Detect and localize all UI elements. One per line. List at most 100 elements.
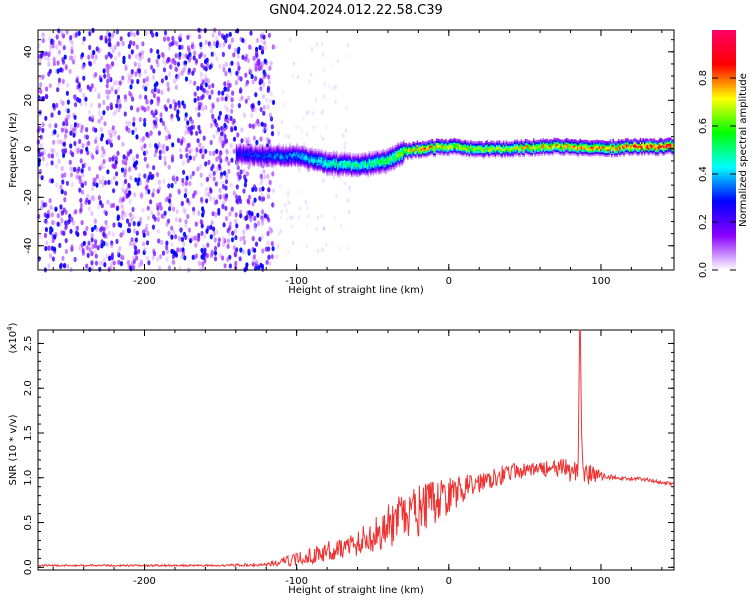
spectrogram-cell (241, 153, 243, 156)
spectrogram-cell (129, 217, 133, 223)
spectrogram-cell (391, 163, 394, 166)
spectrogram-cell (319, 134, 322, 139)
spectrogram-cell (232, 136, 237, 142)
spectrogram-cell (602, 150, 605, 153)
spectrogram-cell (174, 84, 178, 90)
spectrogram-cell (500, 153, 502, 156)
spectrogram-cell (587, 146, 590, 149)
spectrogram-cell (368, 168, 371, 171)
spectrogram-cell (282, 102, 285, 107)
spectrogram-cell (387, 162, 390, 165)
spectrogram-cell (239, 169, 243, 175)
spectrogram-cell (255, 139, 259, 146)
spectrogram-cell (298, 154, 301, 157)
spectrogram-cell (250, 148, 253, 151)
spectrogram-cell (210, 166, 214, 172)
spectrogram-cell (51, 39, 55, 45)
spectrogram-cell (556, 151, 558, 154)
spectrogram-cell (78, 178, 82, 185)
spectrogram-cell (267, 89, 270, 94)
spectrogram-cell (279, 154, 282, 158)
spectrogram-cell (297, 153, 299, 156)
spectrogram-cell (660, 145, 662, 148)
spectrogram-cell (268, 156, 271, 160)
spectrogram-cell (393, 168, 395, 171)
spectrogram-cell (146, 75, 150, 81)
spectrogram-cell (368, 154, 371, 158)
spectrogram-cell (620, 151, 623, 154)
spectrogram-cell (557, 149, 560, 153)
spectrogram-cell (215, 129, 219, 135)
spectrogram-cell (500, 141, 502, 145)
x-tick-label: -100 (285, 576, 308, 587)
spectrogram-cell (374, 164, 376, 167)
spectrogram-cell (356, 153, 358, 157)
spectrogram-cell (283, 147, 286, 150)
spectrogram-cell (397, 152, 399, 155)
spectrogram-cell (300, 155, 302, 158)
spectrogram-cell (433, 154, 435, 158)
spectrogram-cell (446, 142, 449, 145)
spectrogram-cell (576, 142, 579, 146)
spectrogram-cell (162, 178, 166, 184)
spectrogram-cell (571, 146, 573, 150)
spectrogram-cell (237, 160, 239, 164)
spectrogram-cell (174, 217, 178, 223)
spectrogram-cell (176, 61, 181, 67)
spectrogram-cell (341, 165, 343, 169)
spectrogram-cell (118, 198, 122, 204)
spectrogram-cell (320, 111, 324, 116)
spectrogram-cell (348, 185, 351, 190)
spectrogram-cell (180, 200, 184, 206)
spectrogram-cell (259, 180, 263, 186)
spectrogram-cell (341, 154, 343, 157)
spectrogram-cell (259, 153, 261, 156)
spectrogram-cell (509, 151, 512, 154)
spectrogram-cell (604, 146, 606, 150)
spectrogram-cell (81, 64, 85, 70)
spectrogram-cell (259, 174, 263, 180)
spectrogram-cell (83, 162, 87, 168)
spectrogram-cell (300, 129, 304, 134)
spectrogram-cell (208, 150, 212, 156)
spectrogram-cell (480, 142, 483, 146)
spectrogram-cell (378, 163, 380, 166)
spectrogram-cell (257, 65, 261, 72)
spectrogram-cell (144, 86, 148, 92)
spectrogram-cell (337, 159, 339, 163)
spectrogram-cell (386, 148, 388, 151)
spectrogram-cell (632, 152, 635, 155)
spectrogram-cell (129, 241, 133, 247)
spectrogram-cell (604, 144, 606, 148)
spectrogram-cell (374, 150, 376, 154)
spectrogram-cell (657, 150, 660, 153)
spectrogram-cell (668, 149, 671, 152)
spectrogram-cell (589, 150, 591, 153)
spectrogram-cell (567, 150, 569, 153)
spectrogram-cell (528, 153, 531, 157)
spectrogram-cell (236, 165, 240, 171)
spectrogram-cell (353, 157, 356, 160)
spectrogram-cell (114, 55, 118, 61)
spectrogram-cell (39, 143, 43, 149)
spectrogram-cell (428, 148, 431, 151)
spectrogram-cell (59, 263, 63, 270)
spectrogram-cell (613, 147, 616, 150)
spectrogram-cell (533, 148, 535, 151)
spectrogram-cell (244, 146, 246, 150)
spectrogram-cell (93, 224, 97, 230)
spectrogram-cell (386, 169, 388, 172)
spectrogram-cell (413, 147, 416, 151)
spectrogram-cell (212, 40, 216, 46)
spectrogram-cell (612, 148, 614, 151)
spectrogram-cell (298, 150, 301, 153)
spectrogram-cell (658, 138, 661, 141)
spectrogram-cell (587, 148, 590, 151)
spectrogram-cell (257, 154, 260, 158)
spectrogram-cell (239, 143, 242, 146)
spectrogram-cell (452, 148, 454, 151)
spectrogram-cell (334, 99, 337, 104)
spectrogram-cell (575, 143, 577, 146)
spectrogram-cell (391, 155, 394, 158)
spectrogram-cell (397, 144, 399, 147)
